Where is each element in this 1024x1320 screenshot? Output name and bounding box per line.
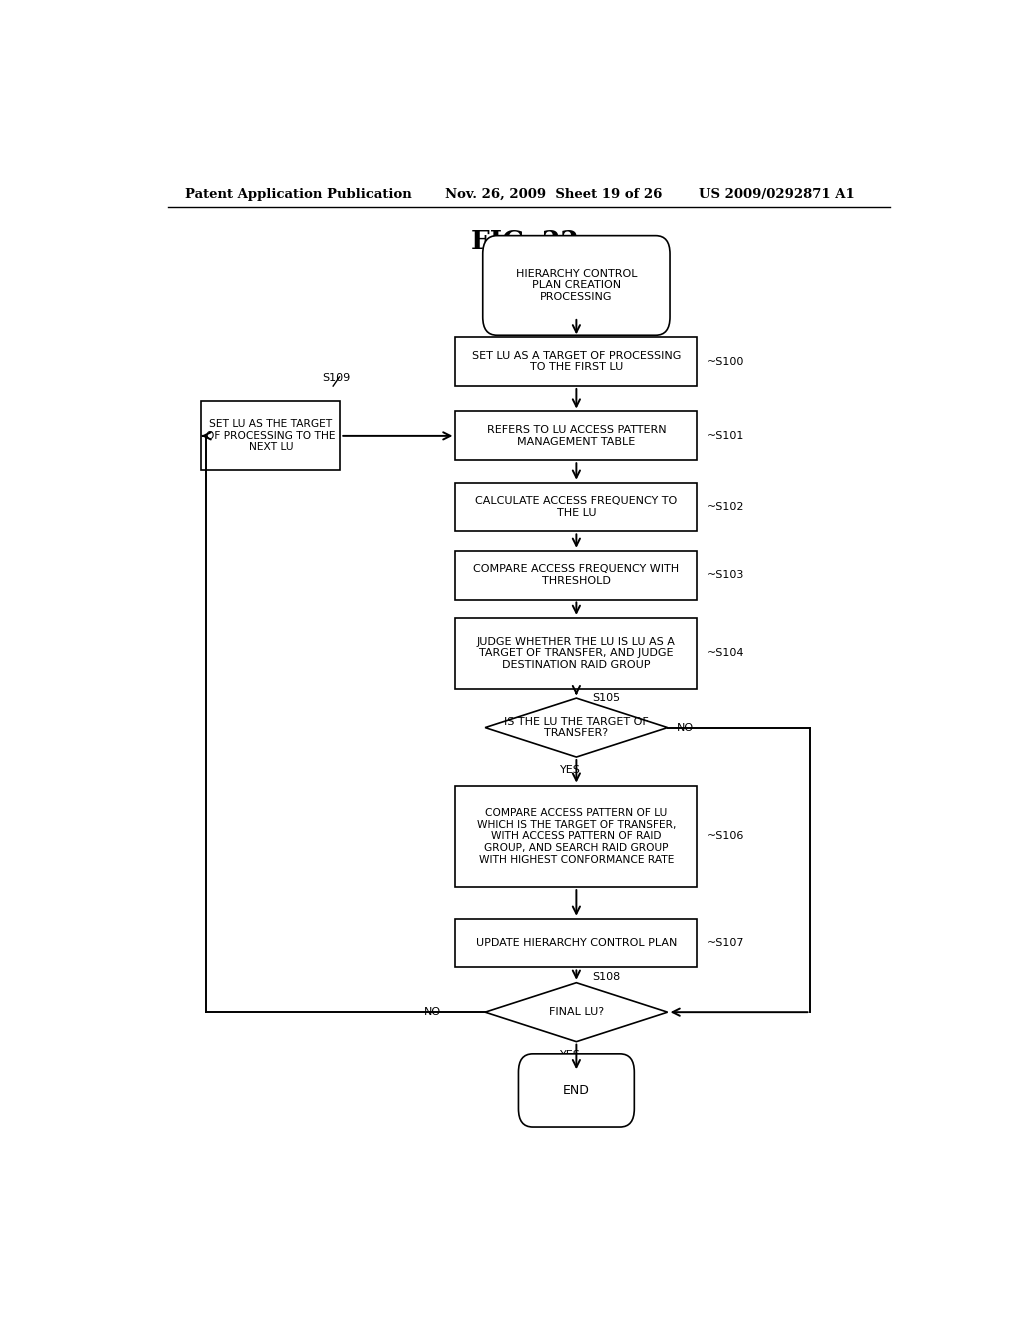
Text: COMPARE ACCESS FREQUENCY WITH
THRESHOLD: COMPARE ACCESS FREQUENCY WITH THRESHOLD [473, 565, 680, 586]
Text: S108: S108 [592, 972, 621, 982]
Text: END: END [563, 1084, 590, 1097]
Bar [456, 785, 697, 887]
Polygon shape [485, 698, 668, 758]
Text: REFERS TO LU ACCESS PATTERN
MANAGEMENT TABLE: REFERS TO LU ACCESS PATTERN MANAGEMENT T… [486, 425, 667, 446]
Text: YES: YES [559, 766, 581, 775]
Text: FIG. 22: FIG. 22 [471, 230, 579, 255]
Text: ~S102: ~S102 [707, 502, 744, 512]
Text: JUDGE WHETHER THE LU IS LU AS A
TARGET OF TRANSFER, AND JUDGE
DESTINATION RAID G: JUDGE WHETHER THE LU IS LU AS A TARGET O… [477, 636, 676, 671]
Text: IS THE LU THE TARGET OF
TRANSFER?: IS THE LU THE TARGET OF TRANSFER? [504, 717, 649, 738]
Text: UPDATE HIERARCHY CONTROL PLAN: UPDATE HIERARCHY CONTROL PLAN [476, 939, 677, 948]
Text: Patent Application Publication: Patent Application Publication [185, 187, 412, 201]
Text: ~S104: ~S104 [707, 648, 744, 659]
Text: S109: S109 [323, 374, 350, 383]
Text: CALCULATE ACCESS FREQUENCY TO
THE LU: CALCULATE ACCESS FREQUENCY TO THE LU [475, 496, 678, 517]
Text: ~S106: ~S106 [707, 832, 744, 841]
Text: Nov. 26, 2009  Sheet 19 of 26: Nov. 26, 2009 Sheet 19 of 26 [445, 187, 663, 201]
Text: SET LU AS THE TARGET
OF PROCESSING TO THE
NEXT LU: SET LU AS THE TARGET OF PROCESSING TO TH… [206, 420, 336, 453]
Text: ~S101: ~S101 [707, 430, 744, 441]
Bar [456, 550, 697, 599]
Bar [456, 412, 697, 461]
Bar [456, 618, 697, 689]
Bar [456, 338, 697, 385]
Text: ~S107: ~S107 [707, 939, 744, 948]
Polygon shape [485, 982, 668, 1041]
FancyBboxPatch shape [518, 1053, 634, 1127]
Text: COMPARE ACCESS PATTERN OF LU
WHICH IS THE TARGET OF TRANSFER,
WITH ACCESS PATTER: COMPARE ACCESS PATTERN OF LU WHICH IS TH… [477, 808, 676, 865]
Text: ~S103: ~S103 [707, 570, 744, 579]
Text: US 2009/0292871 A1: US 2009/0292871 A1 [699, 187, 855, 201]
Text: NO: NO [424, 1007, 441, 1018]
Text: SET LU AS A TARGET OF PROCESSING
TO THE FIRST LU: SET LU AS A TARGET OF PROCESSING TO THE … [472, 351, 681, 372]
Text: S105: S105 [592, 693, 621, 704]
Text: FINAL LU?: FINAL LU? [549, 1007, 604, 1018]
Text: NO: NO [677, 722, 694, 733]
Text: ~S100: ~S100 [707, 356, 744, 367]
Bar [456, 919, 697, 968]
Bar [202, 401, 340, 470]
Text: YES: YES [559, 1049, 581, 1060]
Bar [456, 483, 697, 532]
Text: HIERARCHY CONTROL
PLAN CREATION
PROCESSING: HIERARCHY CONTROL PLAN CREATION PROCESSI… [516, 269, 637, 302]
FancyBboxPatch shape [482, 236, 670, 335]
